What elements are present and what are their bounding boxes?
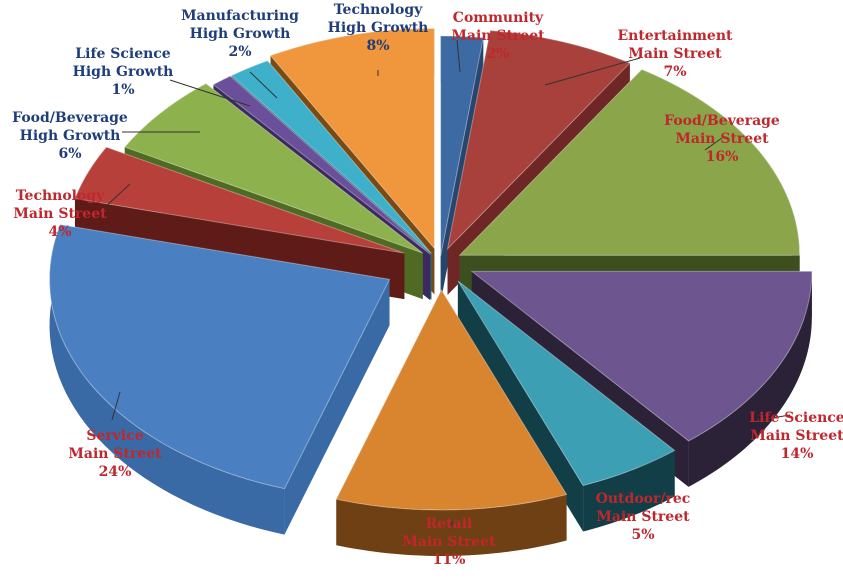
slice-name-label: Food/Beverage (664, 113, 780, 129)
slice-top (335, 288, 568, 511)
slice-name-label: Community (453, 10, 544, 26)
slice-wall (49, 224, 285, 535)
slice-value-label: 6% (58, 146, 81, 162)
slice-name-label: Service (86, 428, 143, 444)
slice-label: Technology High Growth 8% (328, 2, 429, 54)
slice-value-label: 8% (366, 38, 389, 54)
slice-value-label: 24% (99, 464, 132, 480)
slice-name-label: Technology (334, 2, 423, 18)
slice-labels: Community Main Street 2% Entertainment Main … (12, 2, 843, 568)
slice-name-label: High Growth (190, 26, 291, 42)
slice-value-label: 2% (228, 44, 251, 60)
slice-label: Life Science High Growth 1% (73, 46, 174, 98)
leader-line (101, 183, 131, 211)
leader-lines (101, 39, 791, 528)
slice-top (457, 280, 676, 487)
slice-name-label: High Growth (20, 128, 121, 144)
slice-name-label: Main Street (750, 428, 843, 444)
slice-name-label: Retail (426, 516, 473, 532)
leader-line (544, 57, 641, 86)
slice-name-label: High Growth (328, 20, 429, 36)
pie-slice-6 (335, 288, 568, 556)
slice-name-label: High Growth (73, 64, 174, 80)
pie-slice-3 (458, 68, 801, 302)
slice-label: Technology Main Street 4% (13, 188, 107, 240)
slice-value-label: 2% (486, 46, 509, 62)
slice-label: Food/Beverage High Growth 6% (12, 110, 128, 162)
pie-sides (49, 27, 813, 556)
slice-value-label: 1% (111, 82, 134, 98)
slice-top (212, 75, 431, 255)
slice-top (440, 35, 484, 257)
pie-slice-7 (49, 224, 391, 535)
slice-name-label: Main Street (13, 206, 107, 222)
slice-value-label: 11% (433, 552, 466, 568)
slice-top (446, 30, 631, 251)
slice-value-label: 7% (663, 64, 686, 80)
slice-label: Life Science Main Street 14% (749, 410, 843, 462)
slice-name-label: Life Science (75, 46, 171, 62)
slice-name-label: Main Street (596, 509, 690, 525)
slice-top (123, 83, 424, 254)
slice-label: Food/Beverage Main Street 16% (664, 113, 780, 165)
slice-name-label: Main Street (451, 28, 545, 44)
slice-name-label: Main Street (402, 534, 496, 550)
slice-radial-wall (457, 280, 584, 532)
slice-label: Manufacturing High Growth 2% (181, 8, 299, 60)
slice-value-label: 4% (48, 224, 71, 240)
slice-name-label: Main Street (68, 446, 162, 462)
slice-wall (688, 271, 812, 487)
slice-name-label: Life Science (749, 410, 843, 426)
slice-name-label: Entertainment (617, 28, 733, 44)
leader-line (456, 39, 461, 73)
slice-top (49, 224, 391, 490)
slice-radial-wall (284, 279, 390, 535)
leader-line (704, 137, 723, 151)
leader-line (249, 71, 278, 99)
slice-wall (336, 494, 567, 556)
slice-label: Community Main Street 2% (451, 10, 545, 62)
leader-line (169, 79, 251, 107)
pie-slice-5 (457, 280, 676, 532)
slice-top (470, 270, 813, 442)
slice-value-label: 14% (781, 446, 814, 462)
slice-name-label: Manufacturing (181, 8, 299, 24)
slice-name-label: Technology (16, 188, 105, 204)
slice-label: Outdoor/rec Main Street 5% (596, 491, 691, 543)
leader-line (611, 489, 628, 496)
slice-name-label: Food/Beverage (12, 110, 128, 126)
slice-label: Entertainment Main Street 7% (617, 28, 733, 80)
slice-top (269, 27, 435, 250)
slice-name-label: Main Street (628, 46, 722, 62)
slice-value-label: 16% (706, 149, 739, 165)
slice-label: Retail Main Street 11% (402, 516, 496, 568)
slice-top (458, 68, 801, 256)
slice-label: Service Main Street 24% (68, 428, 162, 480)
leader-line (111, 391, 121, 421)
slice-name-label: Main Street (675, 131, 769, 147)
slice-value-label: 5% (631, 527, 654, 543)
leader-line (759, 414, 791, 421)
slice-top (74, 146, 405, 254)
slice-name-label: Outdoor/rec (596, 491, 691, 507)
slice-top (230, 60, 432, 254)
